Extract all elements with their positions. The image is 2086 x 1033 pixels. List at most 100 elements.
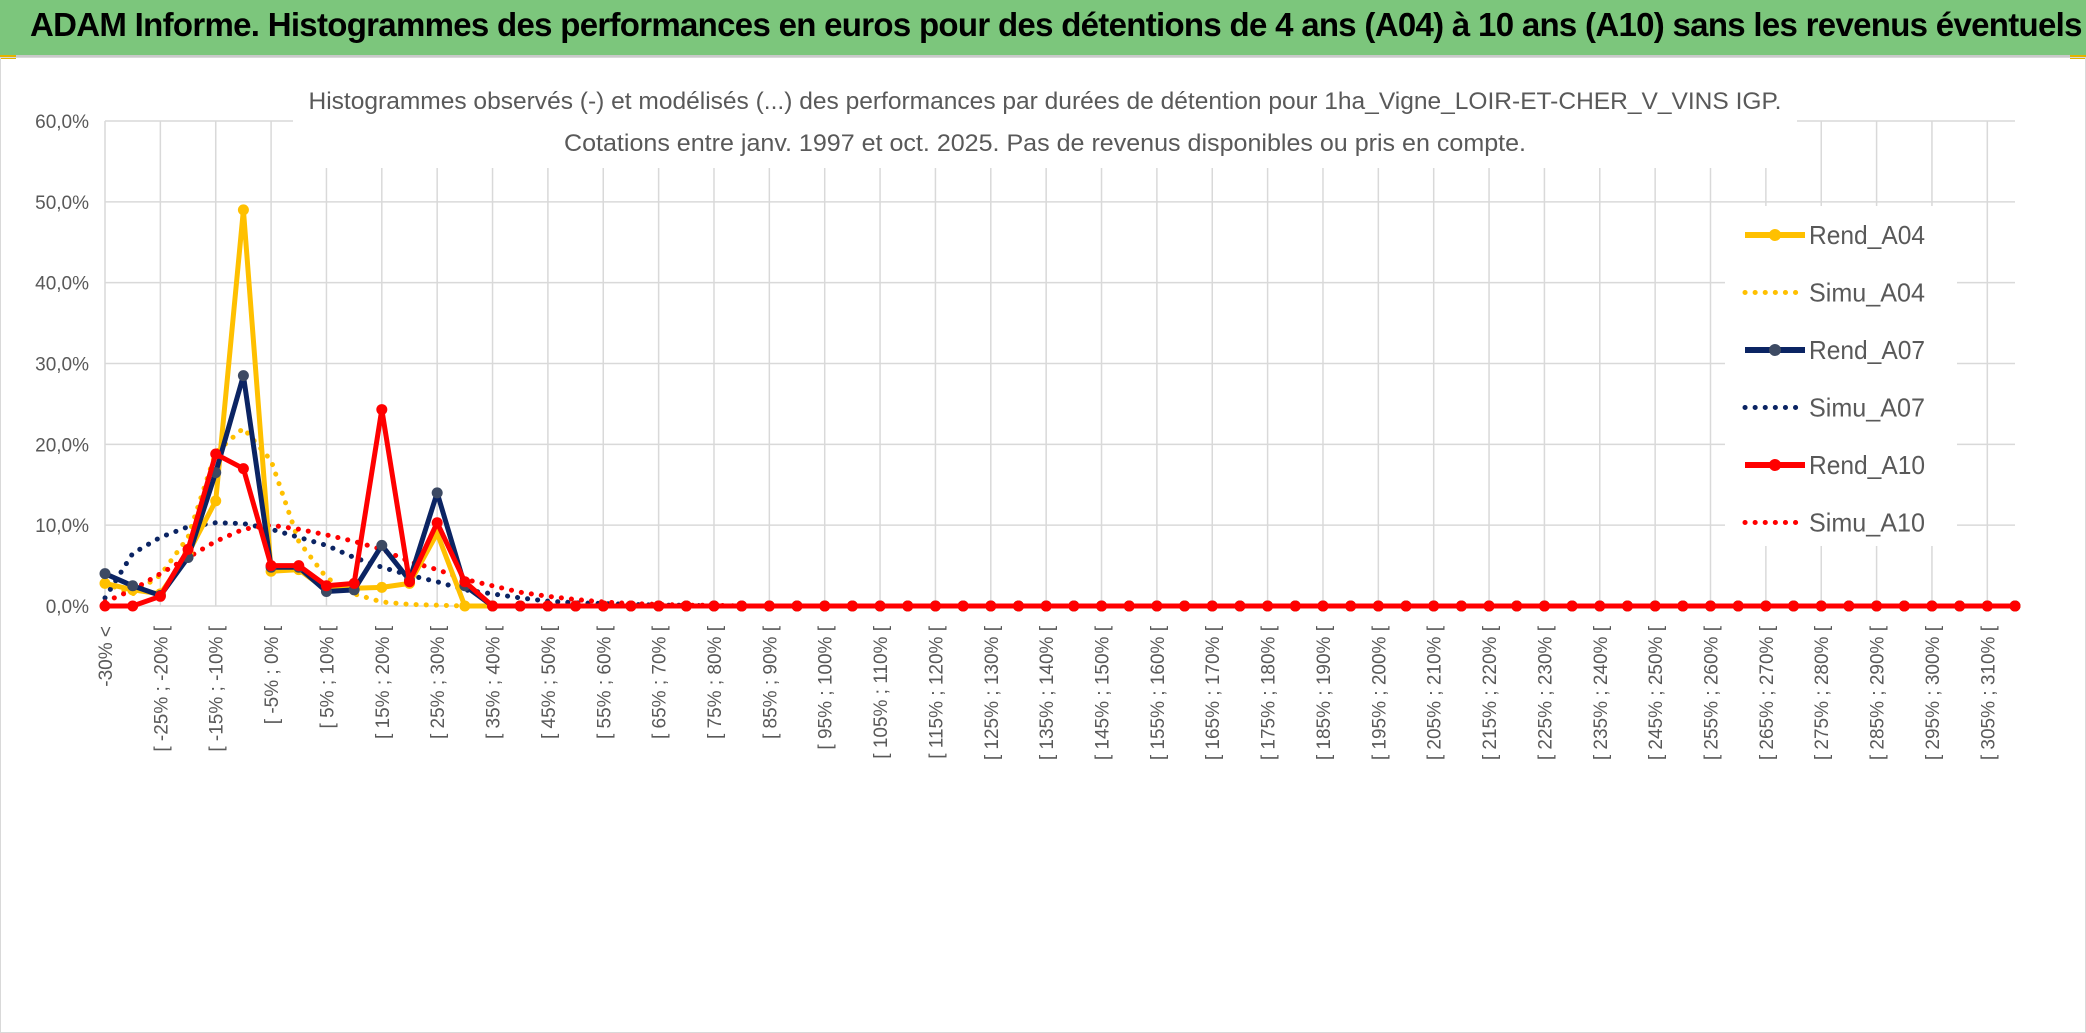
x-tick-label: [ -15% ; -10% [ — [207, 625, 228, 751]
data-point — [1566, 600, 1578, 612]
x-tick-label: [ 145% ; 150% [ — [1093, 625, 1114, 760]
legend-label: Simu_A07 — [1809, 393, 1925, 423]
data-point — [708, 600, 720, 612]
gridlines — [104, 120, 2015, 607]
data-point — [1649, 600, 1661, 612]
data-point — [1898, 600, 1910, 612]
x-tick-label: [ 115% ; 120% [ — [926, 625, 947, 758]
data-point — [403, 576, 415, 588]
data-point — [1234, 600, 1246, 612]
y-tick-label: 30,0% — [35, 355, 89, 376]
x-tick-label: [ 305% ; 310% [ — [1978, 625, 1999, 760]
chart-title-background — [293, 60, 1797, 168]
x-tick-label: [ -5% ; 0% [ — [262, 625, 283, 724]
data-point — [819, 600, 831, 612]
data-point — [736, 600, 748, 612]
x-tick-label: [ 125% ; 130% [ — [982, 625, 1003, 760]
x-tick-label: [ 245% ; 250% [ — [1646, 625, 1667, 760]
x-tick-label: [ 85% ; 90% [ — [760, 625, 781, 739]
data-point — [846, 600, 858, 612]
data-point — [570, 600, 582, 612]
data-point — [1483, 600, 1495, 612]
data-point — [1760, 600, 1772, 612]
data-point — [1345, 600, 1357, 612]
data-point — [957, 600, 969, 612]
data-point — [237, 370, 249, 382]
data-point — [320, 580, 332, 592]
x-tick-label: [ 25% ; 30% [ — [428, 625, 449, 739]
histogram-chart: Histogrammes observés (-) et modélisés (… — [35, 60, 2021, 760]
data-point — [1096, 600, 1108, 612]
data-point — [597, 600, 609, 612]
data-point — [182, 543, 194, 555]
legend-label: Simu_A10 — [1809, 508, 1925, 538]
y-tick-label: 20,0% — [35, 435, 89, 456]
legend-marker — [1769, 459, 1781, 471]
x-tick-label: [ 285% ; 290% [ — [1868, 625, 1889, 760]
x-tick-label: [ 65% ; 70% [ — [650, 625, 671, 739]
legend-background — [1725, 206, 1957, 546]
data-point — [99, 600, 111, 612]
data-point — [1677, 600, 1689, 612]
x-tick-label: [ 135% ; 140% [ — [1037, 625, 1058, 760]
data-point — [1317, 600, 1329, 612]
x-tick-label: [ 55% ; 60% [ — [594, 625, 615, 739]
data-point — [1621, 600, 1633, 612]
x-tick-label: [ 275% ; 280% [ — [1812, 625, 1833, 760]
x-tick-label: [ 15% ; 20% [ — [373, 625, 394, 739]
x-tick-label: [ 95% ; 100% [ — [816, 625, 837, 749]
data-point — [1594, 600, 1606, 612]
legend-label: Rend_A10 — [1809, 450, 1925, 480]
data-point — [1732, 600, 1744, 612]
data-point — [431, 487, 443, 499]
data-point — [1705, 600, 1717, 612]
x-tick-label: [ 185% ; 190% [ — [1314, 625, 1335, 760]
data-point — [1289, 600, 1301, 612]
data-point — [1926, 600, 1938, 612]
series-line — [102, 522, 2018, 609]
x-tick-label: -30% < — [96, 626, 117, 687]
data-point — [154, 590, 166, 602]
y-tick-label: 60,0% — [35, 112, 89, 133]
x-tick-label: [ 35% ; 40% [ — [484, 625, 505, 739]
legend-label: Rend_A04 — [1809, 220, 1925, 250]
data-point — [348, 577, 360, 589]
data-point — [1954, 600, 1966, 612]
data-point — [99, 577, 111, 589]
data-point — [2009, 600, 2021, 612]
data-point — [127, 600, 139, 612]
chart-area: Histogrammes observés (-) et modélisés (… — [0, 57, 2086, 1033]
series-lines — [99, 204, 2021, 612]
y-tick-label: 10,0% — [35, 516, 89, 537]
x-tick-label: [ 295% ; 300% [ — [1923, 625, 1944, 760]
data-point — [127, 580, 139, 592]
data-point — [1788, 600, 1800, 612]
series-rend-a10 — [99, 404, 2021, 612]
data-point — [1400, 600, 1412, 612]
data-point — [1871, 600, 1883, 612]
data-point — [459, 576, 471, 588]
data-point — [431, 517, 443, 529]
x-axis-tick-labels: -30% < [ -25% ; -20% [[ -15% ; -10% [[ -5… — [96, 625, 1999, 760]
legend-label: Rend_A07 — [1809, 335, 1925, 365]
x-tick-label: [ 165% ; 170% [ — [1203, 625, 1224, 760]
x-tick-label: [ 175% ; 180% [ — [1259, 625, 1280, 760]
chart-title: Histogrammes observés (-) et modélisés (… — [309, 88, 1782, 115]
x-tick-label: [ 75% ; 80% [ — [705, 625, 726, 739]
data-point — [1815, 600, 1827, 612]
x-tick-label: [ 5% ; 10% [ — [317, 625, 338, 728]
data-point — [237, 204, 249, 216]
legend-label: Simu_A04 — [1809, 278, 1925, 308]
data-point — [293, 560, 305, 572]
y-tick-label: 0,0% — [46, 597, 89, 618]
series-line — [105, 407, 2015, 609]
data-point — [1372, 600, 1384, 612]
data-point — [1179, 600, 1191, 612]
data-point — [210, 495, 222, 507]
x-tick-label: [ 45% ; 50% [ — [539, 625, 560, 739]
x-tick-label: [ 225% ; 230% [ — [1535, 625, 1556, 760]
data-point — [1428, 600, 1440, 612]
data-point — [791, 600, 803, 612]
data-point — [653, 600, 665, 612]
data-point — [376, 581, 388, 593]
